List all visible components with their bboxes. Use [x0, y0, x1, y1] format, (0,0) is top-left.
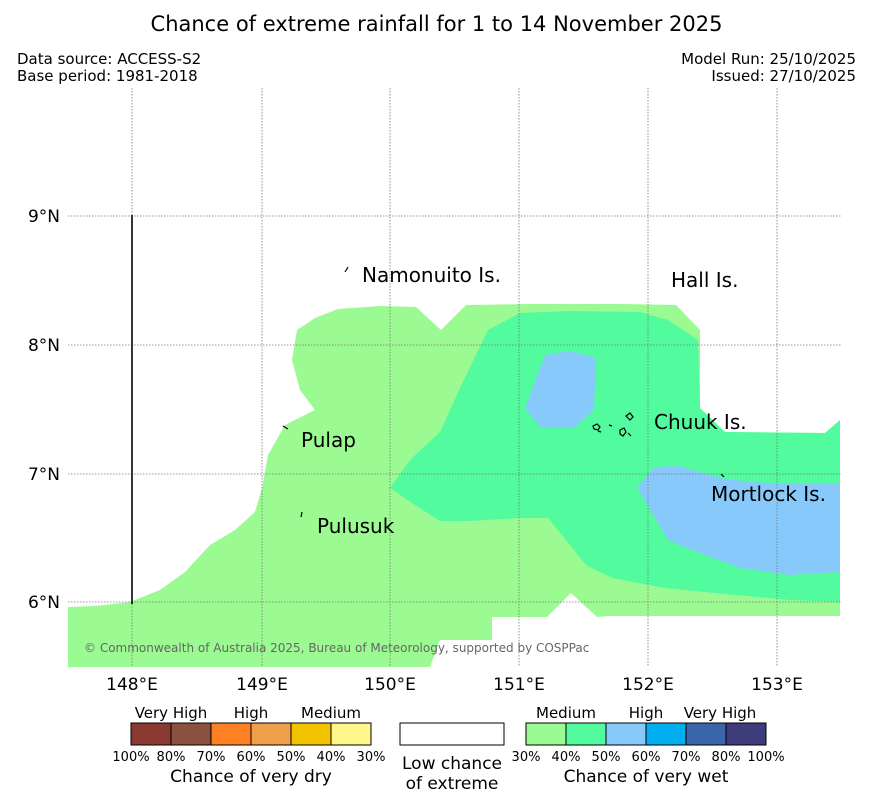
wet-color-swatch: [645, 722, 687, 746]
dry-category-label: Very High: [135, 704, 208, 722]
dry-color-swatch: [250, 722, 292, 746]
lat-label: 8°N: [28, 336, 60, 356]
wet-category-label: High: [629, 704, 663, 722]
wet-tick-label: 30%: [512, 750, 541, 765]
dry-color-swatch: [130, 722, 172, 746]
dry-color-swatch: [210, 722, 252, 746]
wet-tick-label: 40%: [552, 750, 581, 765]
dry-color-swatch: [330, 722, 372, 746]
wet-color-bar: [525, 722, 767, 746]
wet-category-labels: Medium High Very High: [536, 704, 756, 722]
dry-color-bar: [130, 722, 372, 746]
map-title: Chance of extreme rainfall for 1 to 14 N…: [150, 12, 723, 36]
place-label: Chuuk Is.: [654, 410, 747, 434]
lon-label: 153°E: [751, 675, 803, 695]
wet-tick-label: 70%: [672, 750, 701, 765]
place-label: Pulusuk: [317, 514, 395, 538]
lon-label: 150°E: [364, 675, 416, 695]
dry-color-swatch: [290, 722, 332, 746]
dry-legend: Very High High Medium 100% 80% 70% 60% 50% 40% 3…: [112, 704, 385, 787]
wet-legend: Medium High Very High 30% 40% 50% 60% 70% 80% 10…: [512, 704, 785, 787]
dry-tick-label: 50%: [277, 750, 306, 765]
dry-tick-label: 40%: [317, 750, 346, 765]
namonuito-atoll: [344, 266, 349, 273]
dry-tick-label: 30%: [357, 750, 386, 765]
dry-tick-labels: 100% 80% 70% 60% 50% 40% 30%: [112, 750, 385, 765]
wet-tick-labels: 30% 40% 50% 60% 70% 80% 100%: [512, 750, 785, 765]
meta-right: Model Run: 25/10/2025 Issued: 27/10/2025: [681, 51, 856, 85]
chuuk-lagoon-islands: [592, 412, 634, 437]
wet-color-swatch: [565, 722, 607, 746]
lon-label: 151°E: [493, 675, 545, 695]
dry-tick-label: 100%: [112, 750, 149, 765]
wet-category-label: Very High: [684, 704, 757, 722]
wet-50-region-north: [525, 351, 596, 427]
neutral-line1: Low chance: [402, 754, 502, 774]
base-period: Base period: 1981-2018: [17, 67, 198, 85]
data-source: Data source: ACCESS-S2: [17, 50, 202, 68]
lon-label: 149°E: [236, 675, 288, 695]
longitude-labels: 148°E 149°E 150°E 151°E 152°E 153°E: [106, 675, 803, 695]
wet-color-swatch: [685, 722, 727, 746]
wet-category-label: Medium: [536, 704, 596, 722]
copyright-text: © Commonwealth of Australia 2025, Bureau…: [84, 641, 589, 655]
wet-color-swatch: [725, 722, 767, 746]
wet-color-swatch: [605, 722, 647, 746]
neutral-line2: of extreme: [406, 774, 499, 794]
dry-category-label: High: [234, 704, 268, 722]
island-outlines: [282, 266, 725, 518]
pulusuk-island: [300, 511, 303, 518]
wet-tick-label: 100%: [747, 750, 784, 765]
place-label: Namonuito Is.: [362, 263, 501, 287]
wet-50-region-south: [637, 466, 840, 575]
model-run: Model Run: 25/10/2025: [681, 50, 856, 68]
meta-left: Data source: ACCESS-S2 Base period: 1981…: [17, 51, 201, 85]
dry-tick-label: 80%: [157, 750, 186, 765]
place-labels: Namonuito Is. Hall Is. Pulap Chuuk Is. Mortl…: [301, 263, 826, 538]
dry-caption: Chance of very dry: [170, 767, 332, 787]
dry-category-labels: Very High High Medium: [135, 704, 361, 722]
dry-tick-label: 60%: [237, 750, 266, 765]
graticule: [68, 88, 842, 667]
wet-tick-label: 50%: [592, 750, 621, 765]
lat-label: 9°N: [28, 207, 60, 227]
dry-color-swatch: [170, 722, 212, 746]
legend: Very High High Medium 100% 80% 70% 60% 50% 40% 3…: [112, 704, 784, 794]
place-label: Hall Is.: [671, 268, 738, 292]
lon-label: 152°E: [622, 675, 674, 695]
wet-tick-label: 80%: [712, 750, 741, 765]
place-label: Mortlock Is.: [711, 482, 826, 506]
lat-label: 7°N: [28, 465, 60, 485]
pulap-atoll: [282, 425, 289, 430]
neutral-legend: Low chance of extreme: [399, 722, 505, 794]
wet-tick-label: 60%: [632, 750, 661, 765]
issued-date: Issued: 27/10/2025: [711, 67, 856, 85]
wet-caption: Chance of very wet: [564, 767, 729, 787]
neutral-box: [399, 722, 505, 746]
lat-label: 6°N: [28, 593, 60, 613]
latitude-labels: 9°N 8°N 7°N 6°N: [28, 207, 60, 613]
lon-label: 148°E: [106, 675, 158, 695]
dry-tick-label: 70%: [197, 750, 226, 765]
probability-fields: [68, 304, 840, 667]
place-label: Pulap: [301, 428, 356, 452]
dry-category-label: Medium: [301, 704, 361, 722]
mortlock-atoll: [720, 473, 725, 478]
wet-color-swatch: [525, 722, 567, 746]
